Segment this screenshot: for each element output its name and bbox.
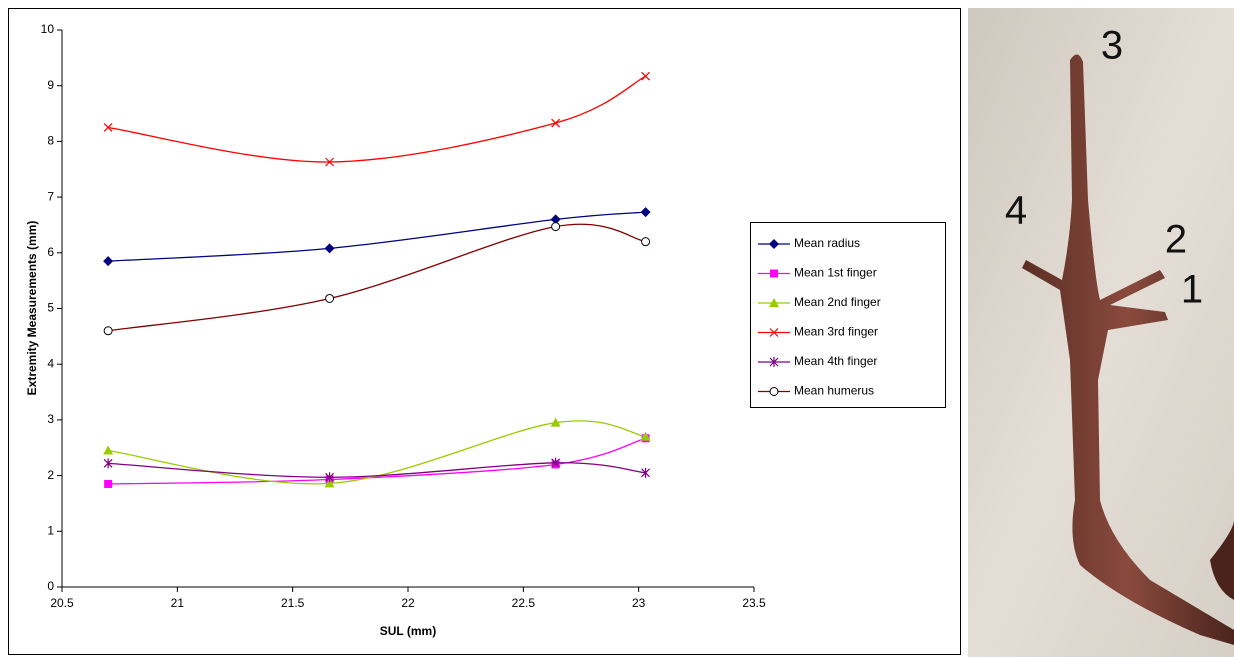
legend-label: Mean humerus: [794, 384, 874, 398]
photo-label: 1: [1181, 268, 1203, 312]
legend-label: Mean 3rd finger: [794, 325, 878, 339]
x-tick-label: 21: [171, 596, 185, 610]
photo: 3 4 2 1: [968, 8, 1234, 657]
x-axis-label: SUL (mm): [380, 624, 436, 638]
y-tick-label: 2: [47, 468, 54, 482]
figure: SUL (mm) Extremity Measurements (mm) 3 4…: [0, 0, 1234, 657]
y-tick-label: 8: [47, 134, 54, 148]
page: SUL (mm) Extremity Measurements (mm) 3 4…: [0, 0, 1234, 657]
legend-marker: [770, 388, 778, 396]
marker: [642, 238, 650, 246]
legend-marker: [770, 270, 778, 278]
legend-label: Mean 1st finger: [794, 266, 877, 280]
x-tick-label: 23.5: [742, 596, 766, 610]
photo-label: 4: [1005, 189, 1027, 233]
marker: [104, 480, 112, 488]
legend-label: Mean 4th finger: [794, 354, 877, 368]
x-tick-label: 23: [632, 596, 646, 610]
legend-label: Mean 2nd finger: [794, 295, 881, 309]
x-tick-label: 20.5: [50, 596, 74, 610]
y-tick-label: 1: [47, 523, 54, 537]
photo-label: 2: [1165, 218, 1187, 262]
y-tick-label: 4: [47, 356, 54, 370]
y-tick-label: 5: [47, 301, 54, 315]
legend-label: Mean radius: [794, 236, 860, 250]
marker: [326, 294, 334, 302]
marker: [552, 223, 560, 231]
x-tick-label: 22.5: [512, 596, 536, 610]
y-tick-label: 6: [47, 245, 54, 259]
y-tick-label: 10: [41, 22, 55, 36]
y-tick-label: 0: [47, 579, 54, 593]
y-axis-label: Extremity Measurements (mm): [25, 221, 39, 396]
x-tick-label: 21.5: [281, 596, 305, 610]
y-tick-label: 3: [47, 412, 54, 426]
photo-label: 3: [1101, 24, 1123, 68]
y-tick-label: 9: [47, 78, 54, 92]
y-tick-label: 7: [47, 189, 54, 203]
x-tick-label: 22: [401, 596, 415, 610]
marker: [104, 327, 112, 335]
legend-box: [751, 223, 946, 408]
